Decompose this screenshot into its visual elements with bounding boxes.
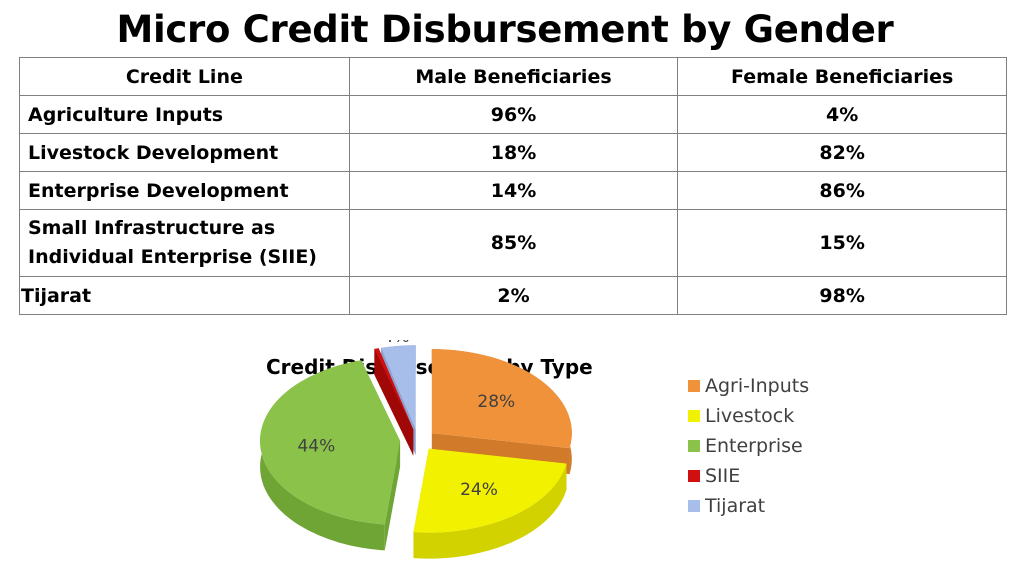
table-header-row: Credit Line Male Beneficiaries Female Be… bbox=[19, 57, 1007, 96]
legend-label: Tijarat bbox=[705, 495, 766, 517]
data-label-agri-inputs: 28% bbox=[477, 392, 515, 412]
data-label-enterprise: 44% bbox=[297, 436, 335, 456]
legend-swatch bbox=[688, 470, 700, 482]
male-cell: 18% bbox=[348, 133, 679, 172]
credit-line-cell: Tijarat bbox=[19, 276, 350, 315]
male-cell: 2% bbox=[348, 276, 679, 315]
legend-label: Enterprise bbox=[705, 435, 803, 457]
table-row: Enterprise Development 14% 86% bbox=[19, 171, 1007, 210]
pie-slice-tijarat bbox=[381, 345, 416, 430]
table-row: Livestock Development 18% 82% bbox=[19, 133, 1007, 172]
credit-line-text-1: Small Infrastructure as bbox=[28, 217, 276, 239]
male-cell: 14% bbox=[348, 171, 679, 210]
data-label-tijarat: 4% bbox=[383, 340, 410, 347]
credit-line-cell: Enterprise Development bbox=[19, 171, 350, 210]
chart-legend: Agri-Inputs Livestock Enterprise SIIE Tijara… bbox=[688, 371, 809, 521]
pie-slice-siie bbox=[374, 348, 414, 430]
pie-slices: 28% 24% 44% 4% bbox=[260, 340, 572, 559]
pie-slice-enterprise bbox=[260, 360, 401, 525]
page-title: Micro Credit Disbursement by Gender bbox=[116, 8, 894, 51]
data-label-livestock: 24% bbox=[460, 480, 498, 500]
legend-label: Livestock bbox=[705, 405, 795, 427]
header-credit-line: Credit Line bbox=[19, 57, 350, 96]
credit-line-cell: Small Infrastructure as Individual Enter… bbox=[19, 209, 350, 277]
female-cell: 15% bbox=[677, 209, 1007, 277]
legend-item: Enterprise bbox=[688, 431, 809, 461]
female-cell: 86% bbox=[677, 171, 1007, 210]
female-cell: 82% bbox=[677, 133, 1007, 172]
table-row: Tijarat 2% 98% bbox=[19, 276, 1007, 315]
legend-swatch bbox=[688, 410, 700, 422]
legend-swatch bbox=[688, 500, 700, 512]
credit-line-text-2: Individual Enterprise (SIIE) bbox=[28, 246, 317, 268]
gender-table: Credit Line Male Beneficiaries Female Be… bbox=[19, 57, 1007, 315]
table-row: Small Infrastructure as Individual Enter… bbox=[19, 209, 1007, 277]
credit-line-cell: Livestock Development bbox=[19, 133, 350, 172]
header-female: Female Beneficiaries bbox=[677, 57, 1007, 96]
pie-chart: Credit Disbursement by Type 28%24%44%4% bbox=[260, 340, 593, 559]
legend-swatch bbox=[688, 380, 700, 392]
table-row: Agriculture Inputs 96% 4% bbox=[19, 95, 1007, 134]
female-cell: 98% bbox=[677, 276, 1007, 315]
pie-slice-agri-inputs bbox=[431, 349, 572, 449]
legend-item: Livestock bbox=[688, 401, 809, 431]
male-cell: 96% bbox=[348, 95, 679, 134]
legend-swatch bbox=[688, 440, 700, 452]
pie-slice-wall bbox=[384, 440, 401, 551]
header-male: Male Beneficiaries bbox=[348, 57, 679, 96]
credit-line-cell: Agriculture Inputs bbox=[19, 95, 350, 134]
legend-item: SIIE bbox=[688, 461, 809, 491]
legend-item: Tijarat bbox=[688, 491, 809, 521]
legend-label: Agri-Inputs bbox=[705, 375, 810, 397]
legend-label: SIIE bbox=[705, 465, 741, 487]
pie-slice-livestock bbox=[413, 448, 567, 533]
male-cell: 85% bbox=[348, 209, 679, 277]
pie-slice-side-livestock bbox=[413, 463, 567, 559]
legend-item: Agri-Inputs bbox=[688, 371, 809, 401]
female-cell: 4% bbox=[677, 95, 1007, 134]
